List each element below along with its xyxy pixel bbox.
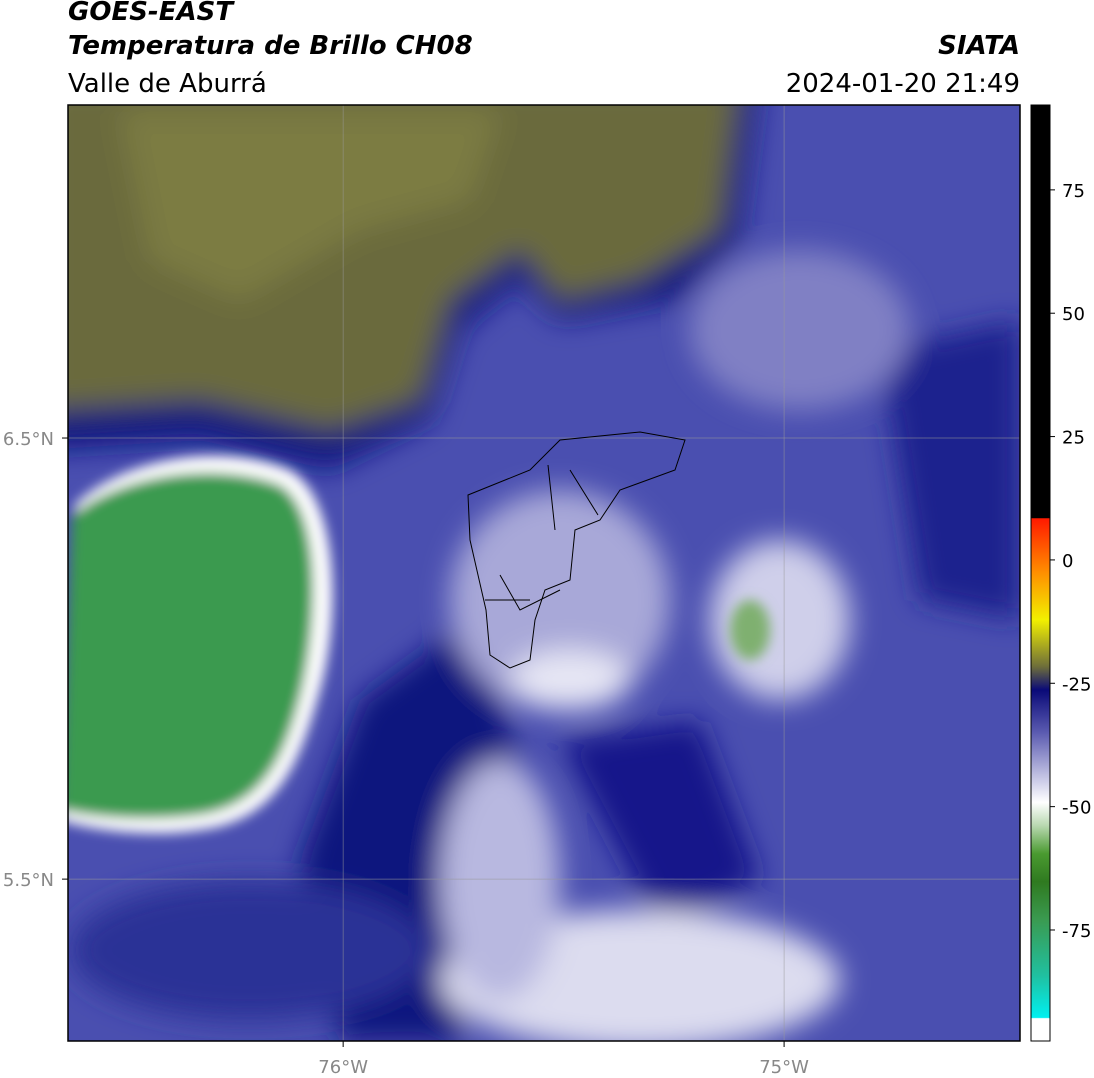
colorbar-tick-label: -25 <box>1062 674 1091 695</box>
basin-outline <box>467 431 686 669</box>
colorbar-tick-label: 0 <box>1062 551 1073 572</box>
lat-tick-label: 6.5°N <box>3 429 54 450</box>
grid <box>68 105 1020 1041</box>
colorbar-tick-label: 25 <box>1062 428 1085 449</box>
colorbar-tick-label: -75 <box>1062 921 1091 942</box>
colorbar-tick-label: 75 <box>1062 181 1085 202</box>
subtitle: Temperatura de Brillo CH08 <box>68 31 473 61</box>
municipal-boundaries <box>485 464 599 611</box>
lon-tick-label: 75°W <box>759 1057 809 1078</box>
title: GOES-EAST <box>68 0 235 27</box>
source: SIATA <box>938 31 1020 61</box>
region: Valle de Aburrá <box>68 69 267 99</box>
map-frame <box>67 104 1021 1042</box>
datetime: 2024-01-20 21:49 <box>786 69 1020 99</box>
lat-tick-label: 5.5°N <box>3 870 54 891</box>
colorbar-tick-label: 50 <box>1062 304 1085 325</box>
satellite-image <box>68 105 1020 1041</box>
colorbar <box>1030 104 1051 1042</box>
lon-tick-label: 76°W <box>318 1057 368 1078</box>
colorbar-tick-label: -50 <box>1062 798 1091 819</box>
